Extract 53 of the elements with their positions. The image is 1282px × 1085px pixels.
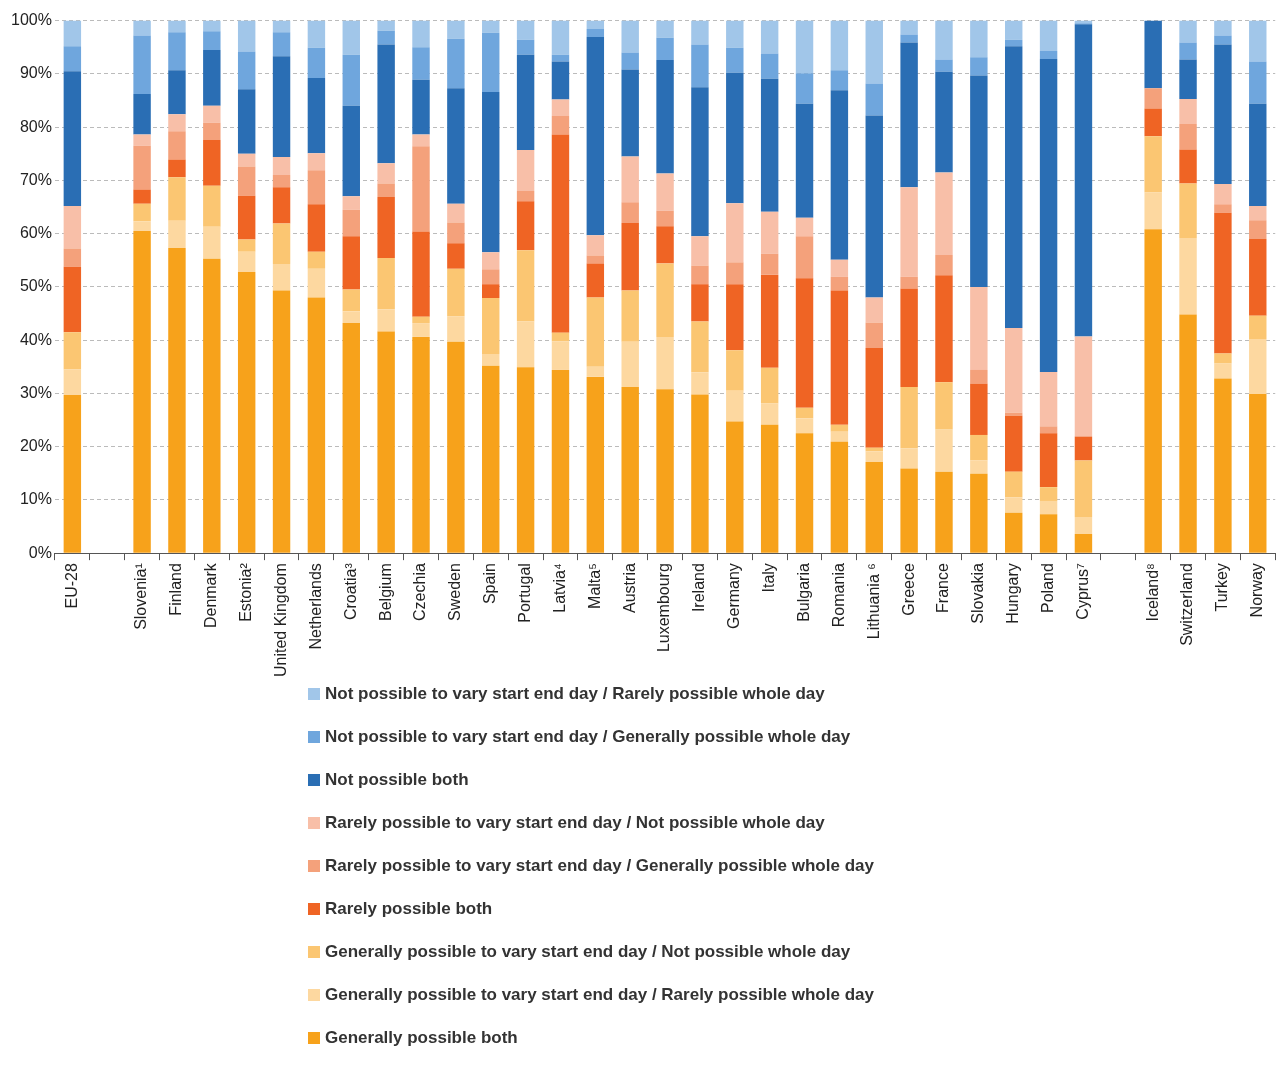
y-tick-label: 40% [19, 330, 52, 348]
x-tick-label: Croatia³ [341, 562, 359, 621]
legend-label: Not possible to vary start end day / Rarely possible whole day [325, 683, 825, 705]
x-tick-label: Luxembourg [655, 563, 673, 653]
legend-label: Generally possible to vary start end day / Rarely possible whole day [325, 984, 874, 1006]
legend-label: Not possible to vary start end day / Generally possible whole day [325, 726, 851, 748]
x-tick-label: Ireland [690, 563, 708, 613]
y-tick-label: 10% [19, 490, 52, 508]
legend-label: Not possible both [325, 769, 469, 791]
legend-label: Generally possible both [325, 1027, 518, 1049]
x-tick-label: Hungary [1004, 563, 1022, 624]
x-tick-label: Norway [1248, 563, 1266, 618]
legend-label: Rarely possible to vary start end day / Generally possible whole day [325, 855, 874, 877]
x-tick-label: Turkey [1213, 563, 1231, 612]
x-tick-label: Slovakia [969, 563, 987, 624]
x-tick-label: Sweden [446, 563, 464, 621]
x-tick-label: Portugal [516, 563, 534, 623]
x-tick-label: Greece [899, 563, 917, 616]
x-tick-label: United Kingdom [271, 563, 289, 677]
y-tick-label: 80% [19, 117, 52, 135]
x-tick-label: EU-28 [62, 563, 80, 609]
x-tick-label: Belgium [376, 563, 394, 621]
y-tick-label: 0% [28, 543, 52, 561]
x-tick-label: Latvia⁴ [550, 563, 568, 613]
x-tick-label: Estonia² [237, 562, 255, 622]
legend-label: Rarely possible both [325, 898, 493, 920]
y-tick-label: 70% [19, 170, 52, 188]
x-tick-label: Poland [1038, 563, 1056, 613]
x-tick-label: Denmark [202, 562, 220, 629]
x-tick-label: Switzerland [1178, 563, 1196, 646]
y-tick-label: 30% [19, 383, 52, 401]
y-tick-label: 90% [19, 64, 52, 82]
x-tick-label: Romania [829, 563, 847, 628]
x-tick-label: Austria [620, 563, 638, 613]
y-tick-label: 100% [11, 11, 52, 29]
x-tick-label: Bulgaria [794, 563, 812, 622]
legend-label: Rarely possible to vary start end day / Not possible whole day [325, 812, 825, 834]
x-tick-label: Netherlands [306, 563, 324, 650]
legend-label: Generally possible to vary start end day / Not possible whole day [325, 941, 851, 963]
x-tick-label: Malta⁵ [585, 563, 603, 609]
x-tick-label: Iceland⁸ [1143, 563, 1161, 622]
x-tick-label: Spain [481, 563, 499, 605]
x-tick-label: Germany [725, 563, 743, 629]
x-tick-label: Lithuania ⁶ [864, 563, 882, 640]
x-tick-label: Italy [760, 563, 778, 593]
x-tick-label: Czechia [411, 563, 429, 621]
y-tick-label: 50% [19, 277, 52, 295]
x-tick-label: France [934, 563, 952, 613]
y-tick-label: 20% [19, 437, 52, 455]
x-tick-label: Cyprus⁷ [1073, 562, 1091, 620]
x-tick-label: Slovenia¹ [132, 563, 150, 630]
x-tick-label: Finland [167, 563, 185, 616]
y-tick-label: 60% [19, 224, 52, 242]
